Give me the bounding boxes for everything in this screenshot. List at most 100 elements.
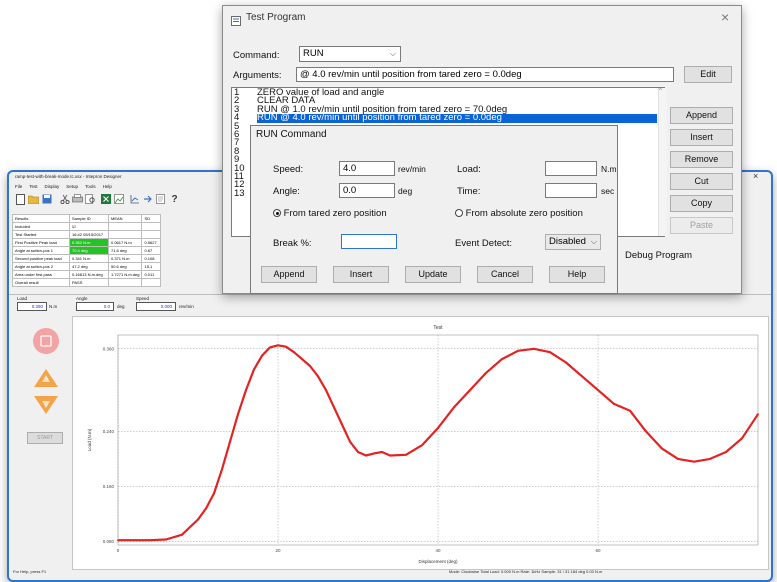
start-button[interactable]: START [27, 432, 63, 444]
table-cell: 70.4 deg [69, 246, 109, 255]
data-point [301, 358, 303, 360]
menu-setup[interactable]: Setup [66, 184, 79, 189]
table-cell: 1.7271 N.m.deg [107, 270, 143, 279]
cut-button[interactable]: Cut [670, 173, 733, 190]
menu-tools[interactable]: Tools [85, 184, 96, 189]
program-line[interactable]: RUN @ 1.0 rev/min until position from ta… [257, 103, 508, 115]
line-number: 3 [234, 103, 240, 115]
run-arrow-icon[interactable] [142, 194, 153, 205]
close-icon[interactable]: × [753, 171, 759, 181]
table-row: Overall result PASS [12, 278, 162, 287]
remove-button[interactable]: Remove [670, 151, 733, 168]
copy-button[interactable]: Copy [670, 195, 733, 212]
data-point [597, 389, 599, 391]
data-point [549, 351, 551, 354]
data-point [725, 451, 727, 453]
data-point [741, 437, 743, 440]
chart-zoom-icon[interactable] [129, 194, 140, 205]
speed-readout-unit: rev/min [179, 304, 194, 309]
break-input[interactable] [341, 234, 397, 249]
debug-program-label[interactable]: Debug Program [625, 250, 693, 261]
speed-input[interactable]: 4.0 [339, 161, 395, 176]
notes-icon[interactable] [155, 194, 166, 205]
run-append-button[interactable]: Append [261, 266, 317, 283]
data-point [565, 361, 567, 364]
edit-button[interactable]: Edit [684, 66, 732, 83]
command-select[interactable]: RUN ⌵ [299, 46, 401, 62]
data-point [229, 440, 231, 443]
cut-icon[interactable] [59, 194, 70, 205]
run-insert-button[interactable]: Insert [333, 266, 389, 283]
stop-button[interactable] [31, 326, 61, 356]
data-point [253, 368, 255, 371]
run-help-button[interactable]: Help [549, 266, 605, 283]
load-readout-value: 0.390 [17, 302, 47, 311]
angle-input[interactable]: 0.0 [339, 183, 395, 198]
image-export-icon[interactable] [113, 194, 124, 205]
table-cell: 71.6 deg [107, 246, 143, 255]
line-number: 6 [234, 129, 240, 141]
program-line[interactable]: ZERO value of load and angle [257, 87, 385, 98]
run-update-button[interactable]: Update [405, 266, 461, 283]
scrollbar[interactable]: ^ [658, 88, 667, 236]
data-point [309, 365, 311, 367]
dialog-title: Test Program [246, 12, 306, 23]
time-input[interactable] [545, 183, 597, 198]
y-axis-label: Load (N.m) [87, 428, 92, 451]
excel-export-icon[interactable] [100, 194, 111, 205]
event-detect-select[interactable]: Disabled ⌵ [545, 234, 601, 250]
jog-down-button[interactable] [31, 394, 61, 416]
menu-help[interactable]: Help [102, 184, 112, 189]
data-point [469, 389, 471, 391]
open-folder-icon[interactable] [27, 194, 40, 205]
data-point [213, 492, 215, 495]
print-icon[interactable] [72, 194, 83, 205]
data-point [437, 427, 439, 429]
data-point [373, 452, 375, 455]
save-icon[interactable] [41, 194, 52, 205]
radio-selected-icon [273, 209, 281, 218]
data-point [453, 406, 455, 409]
program-line[interactable]: CLEAR DATA [257, 95, 316, 107]
y-tick-label: 0.160 [103, 484, 115, 489]
data-point [533, 347, 535, 350]
append-button[interactable]: Append [670, 107, 733, 124]
menu-display[interactable]: Display [44, 184, 60, 189]
new-file-icon[interactable] [15, 194, 26, 205]
results-table: Results Sample ID MEAN SD Included ☑ Test Star… [12, 214, 162, 287]
table-cell: Included [12, 222, 70, 231]
load-input[interactable] [545, 161, 597, 176]
line-number: 9 [234, 154, 240, 166]
data-point [349, 440, 351, 443]
event-detect-label: Event Detect: [455, 238, 513, 249]
data-point [325, 389, 327, 391]
print-preview-icon[interactable] [85, 194, 96, 205]
data-point [245, 389, 247, 391]
radio-unselected-icon [455, 209, 463, 218]
table-row: First Positive Peak load 0.352 N.m 0.0617 … [12, 238, 162, 247]
close-icon[interactable]: × [721, 9, 730, 25]
table-cell: 0.5627 [141, 238, 162, 247]
data-point [261, 354, 263, 357]
menu-file[interactable]: File [15, 184, 23, 189]
paste-button[interactable]: Paste [670, 217, 733, 234]
table-cell [107, 230, 143, 239]
table-cell: 0.341 N.m [69, 254, 109, 263]
x-tick-label: 60 [595, 548, 601, 553]
jog-up-button[interactable] [31, 367, 61, 389]
arguments-field[interactable]: @ 4.0 rev/min until position from tared … [296, 67, 674, 82]
table-cell: Area under first pass [12, 270, 70, 279]
line-number: 8 [234, 145, 240, 157]
scroll-up-icon[interactable]: ^ [659, 88, 662, 94]
program-line[interactable]: RUN @ 4.0 rev/min until position from ta… [257, 113, 657, 123]
run-cancel-button[interactable]: Cancel [477, 266, 533, 283]
radio-absolute-zero[interactable]: From absolute zero position [455, 208, 583, 219]
menu-test[interactable]: Test [29, 184, 38, 189]
radio-tared-zero[interactable]: From tared zero position [273, 208, 387, 219]
help-icon[interactable]: ? [171, 194, 178, 205]
insert-button[interactable]: Insert [670, 129, 733, 146]
table-cell [141, 230, 162, 239]
table-cell: First Positive Peak load [12, 238, 70, 247]
table-cell: 47.2 deg [69, 262, 109, 271]
chart-panel: 0.080 0.160 0.240 0.360 0 20 40 60 Test Displacem… [72, 316, 769, 570]
